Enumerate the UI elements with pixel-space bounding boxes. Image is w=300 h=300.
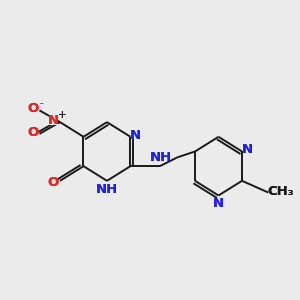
Bar <box>29 105 37 113</box>
Text: NH: NH <box>95 182 118 196</box>
Text: CH₃: CH₃ <box>268 185 294 199</box>
Text: N: N <box>212 197 224 210</box>
Bar <box>131 131 140 140</box>
Bar <box>50 116 58 125</box>
Text: O: O <box>47 176 58 189</box>
Text: O: O <box>27 126 39 139</box>
Text: N: N <box>242 143 253 157</box>
Text: -: - <box>39 98 43 108</box>
Text: O: O <box>27 102 39 116</box>
Text: NH: NH <box>95 182 118 196</box>
Text: +: + <box>58 110 67 120</box>
Text: N: N <box>130 129 141 142</box>
Bar <box>155 154 167 162</box>
Text: O: O <box>27 126 39 139</box>
Text: -: - <box>39 98 43 108</box>
Bar <box>243 146 252 154</box>
Text: N: N <box>212 197 224 210</box>
Bar <box>100 185 112 193</box>
Text: N: N <box>130 129 141 142</box>
Text: N: N <box>48 114 59 127</box>
Text: +: + <box>58 110 67 120</box>
Text: O: O <box>47 176 58 189</box>
Bar <box>49 178 57 186</box>
Bar <box>214 200 222 208</box>
Text: O: O <box>27 102 39 116</box>
Text: NH: NH <box>150 152 172 164</box>
Text: N: N <box>242 143 253 157</box>
Text: N: N <box>48 114 59 127</box>
Text: CH₃: CH₃ <box>268 185 294 199</box>
Bar <box>29 128 37 136</box>
Text: NH: NH <box>150 152 172 164</box>
Bar <box>272 188 289 196</box>
